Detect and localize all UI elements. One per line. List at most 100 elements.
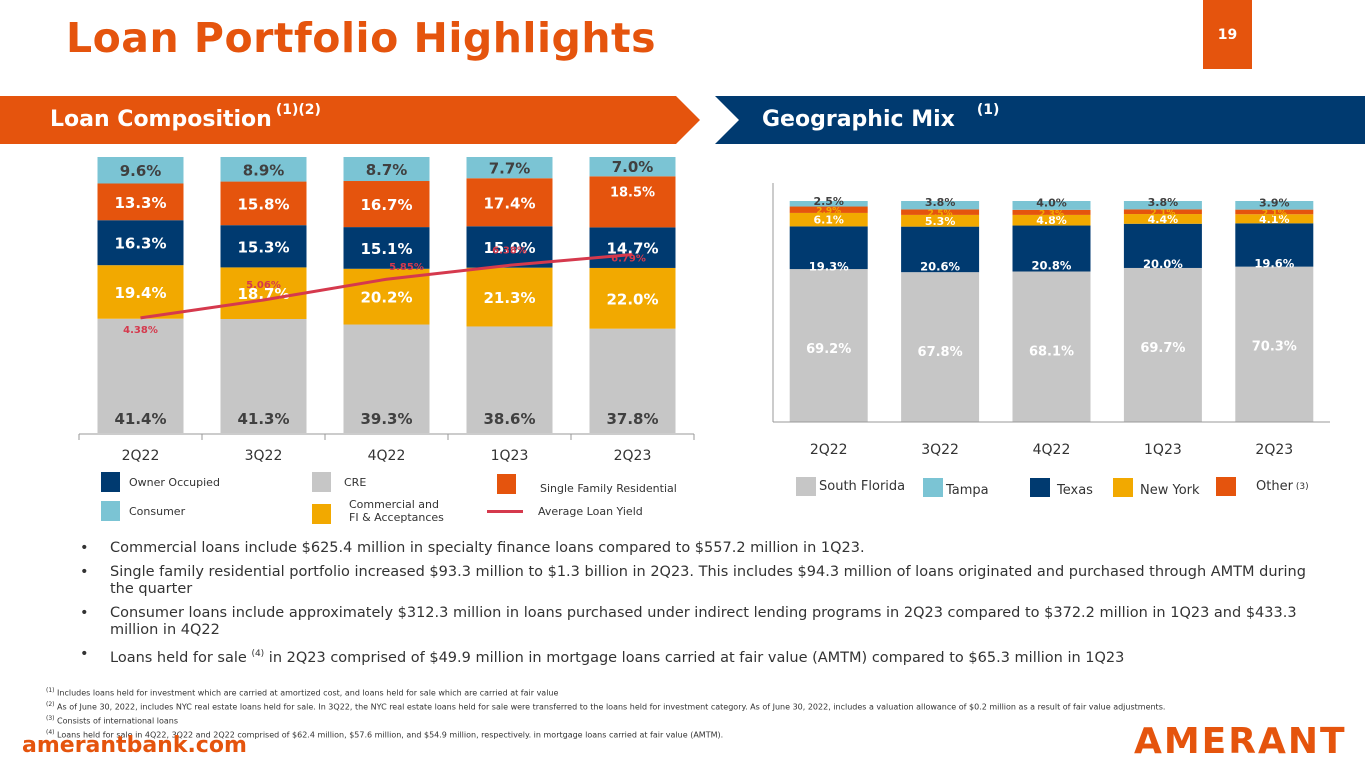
x-tick-label: 2Q22 <box>810 442 848 458</box>
bar-segment-single-family-residential <box>466 178 553 227</box>
data-label: 70.3% <box>1252 340 1297 355</box>
bar-segment-texas <box>789 226 868 270</box>
legend-line <box>487 510 523 513</box>
legend-label: Average Loan Yield <box>538 505 643 518</box>
data-label: 5.3% <box>925 215 956 228</box>
bullet-item: • Single family residential portfolio inc… <box>80 564 1306 597</box>
yield-label: 5.85% <box>389 262 424 273</box>
data-label: 9.6% <box>120 162 162 180</box>
bullet-list: • Commercial loans include $625.4 million… <box>80 540 1320 674</box>
bar-segment-tampa <box>1235 201 1314 210</box>
bar-segment-cre <box>220 319 307 433</box>
bar-segment-single-family-residential <box>220 181 307 226</box>
bar-segment-other <box>901 209 980 215</box>
data-label: 2.5% <box>813 195 844 208</box>
legend-label: Commercial and <box>349 498 439 511</box>
data-label: 2.5% <box>928 209 953 219</box>
bar-segment-commercial-and-fi-acceptances <box>97 265 184 319</box>
x-tick-label: 2Q23 <box>1255 442 1293 458</box>
data-label: 18.5% <box>610 185 655 200</box>
bar-segment-cre <box>466 326 553 433</box>
legend-other: Other (3) <box>1216 477 1309 496</box>
legend-label: Texas <box>1057 483 1093 498</box>
footnote-mark: (1) <box>46 687 55 694</box>
yield-label: 4.38% <box>123 325 158 336</box>
website-link[interactable]: amerantbank.com <box>22 733 247 758</box>
x-tick-label: 3Q22 <box>245 448 283 464</box>
footnote-mark: (4) <box>46 729 55 737</box>
bar-segment-south-florida <box>901 272 980 422</box>
bullet-item: • Loans held for sale (4) in 2Q23 compris… <box>80 646 1125 666</box>
footnote-mark: (2) <box>46 701 55 709</box>
data-label: 2.3% <box>1039 209 1064 219</box>
legend-commercial: Commercial and FI & Acceptances <box>312 498 444 524</box>
geographic-mix-banner: Geographic Mix (1) <box>715 96 1365 144</box>
bullet-item: • Commercial loans include $625.4 million… <box>80 540 865 556</box>
bullet-text: in 2Q23 comprised of $49.9 million in mo… <box>268 649 1125 666</box>
data-label: 3.8% <box>925 196 956 209</box>
data-label: 68.1% <box>1029 344 1074 359</box>
legend-swatch <box>497 473 516 494</box>
bar-segment-consumer <box>589 157 676 177</box>
bar-segment-other <box>789 206 868 213</box>
data-label: 67.8% <box>918 345 963 360</box>
banner-note: (1) <box>976 102 1000 118</box>
bar-segment-owner-occupied <box>97 220 184 266</box>
x-tick-label: 2Q22 <box>122 448 160 464</box>
legend-south-florida: South Florida <box>796 477 905 496</box>
data-label: 15.3% <box>237 238 289 256</box>
data-label: 41.3% <box>237 410 289 428</box>
bar-segment-cre <box>97 318 184 433</box>
yield-label: 5.06% <box>246 280 281 291</box>
x-tick-label: 1Q23 <box>491 448 529 464</box>
bar-segment-owner-occupied <box>589 227 676 268</box>
page-number: 19 <box>1203 0 1252 69</box>
legend-label: Consumer <box>129 504 186 518</box>
footnote-text: Consists of international loans <box>57 716 178 726</box>
bar-segment-south-florida <box>789 269 868 422</box>
x-tick-label: 3Q22 <box>921 442 959 458</box>
bar-segment-texas <box>1123 223 1202 268</box>
x-tick-label: 4Q22 <box>368 448 406 464</box>
banner-label: Geographic Mix <box>762 107 955 132</box>
x-tick-label: 4Q22 <box>1033 442 1071 458</box>
data-label: 2.9% <box>816 207 841 217</box>
bar-segment-tampa <box>1012 201 1091 210</box>
footnote: (3) Consists of international loans <box>46 713 1306 727</box>
data-label: 4.4% <box>1148 213 1179 226</box>
legend-label: South Florida <box>819 479 906 494</box>
data-label: 8.7% <box>366 161 408 179</box>
data-label: 17.4% <box>483 194 535 212</box>
bar-segment-single-family-residential <box>97 183 184 221</box>
bar-segment-tampa <box>901 201 980 210</box>
footnote: (2) As of June 30, 2022, includes NYC re… <box>46 699 1306 713</box>
footnote-text: Includes loans held for investment which… <box>57 688 559 698</box>
bar-segment-new-york <box>1123 214 1202 224</box>
legend-label: Tampa <box>946 483 989 498</box>
bar-segment-new-york <box>789 212 868 227</box>
data-label: 41.4% <box>114 410 166 428</box>
data-label: 19.6% <box>1254 256 1294 270</box>
data-label: 13.3% <box>114 194 166 212</box>
company-logo: AMERANT <box>1134 721 1347 762</box>
bar-segment-consumer <box>466 157 553 179</box>
data-label: 16.3% <box>114 235 166 253</box>
legend-note: (3) <box>1295 481 1309 492</box>
legend-swatch <box>101 472 120 492</box>
footnote: (4) Loans held for sale in 4Q22, 3Q22 an… <box>46 727 1306 741</box>
bullet-note: (4) <box>251 649 265 659</box>
legend-swatch <box>1216 477 1236 496</box>
data-label: 15.0% <box>483 239 535 257</box>
bar-segment-cre <box>343 324 430 433</box>
legend-label: Other <box>1256 479 1293 494</box>
data-label: 69.7% <box>1140 341 1185 356</box>
banner-label: Loan Composition <box>50 107 272 132</box>
legend-cre: CRE <box>312 472 366 492</box>
bar-segment-south-florida <box>1012 271 1091 422</box>
x-tick-label: 1Q23 <box>1144 442 1182 458</box>
data-label: 20.8% <box>1032 259 1072 273</box>
bar-segment-new-york <box>901 214 980 227</box>
legend-tampa: Tampa <box>923 477 989 498</box>
legend-label: CRE <box>344 475 367 489</box>
data-label: 8.9% <box>243 161 285 179</box>
